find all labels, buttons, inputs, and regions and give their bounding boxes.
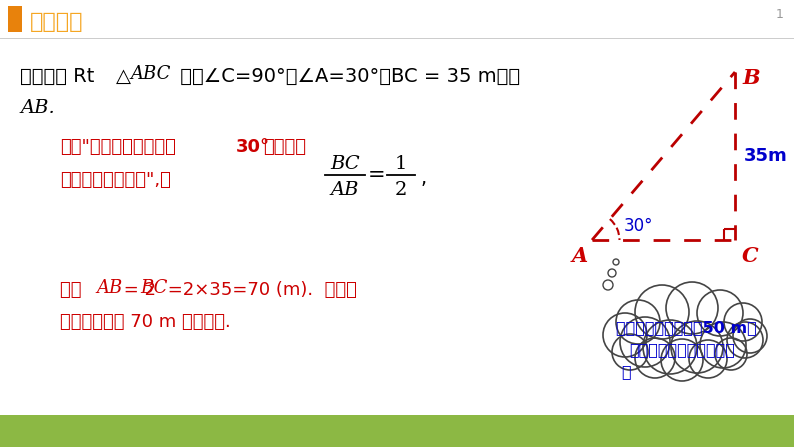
- Bar: [0, 415, 794, 447]
- Text: 30°: 30°: [236, 138, 270, 156]
- Bar: [8, 6, 22, 32]
- Circle shape: [635, 285, 689, 339]
- Circle shape: [635, 338, 675, 378]
- Text: AB: AB: [96, 279, 122, 297]
- Text: 角所对的: 角所对的: [264, 138, 306, 156]
- Circle shape: [661, 339, 703, 381]
- Circle shape: [643, 320, 697, 374]
- Text: ？: ？: [621, 364, 630, 380]
- Text: 1: 1: [776, 8, 784, 21]
- Circle shape: [616, 300, 660, 344]
- Text: 2: 2: [395, 181, 407, 199]
- Circle shape: [733, 319, 767, 353]
- Text: C: C: [742, 246, 758, 266]
- Circle shape: [608, 269, 616, 277]
- Text: △: △: [116, 67, 131, 85]
- Text: 35m: 35m: [744, 147, 788, 165]
- Circle shape: [603, 280, 613, 290]
- Text: AB: AB: [331, 181, 359, 199]
- Text: 边等于斜边的一半",即: 边等于斜边的一半",即: [60, 171, 171, 189]
- Text: ABC: ABC: [130, 65, 171, 83]
- Text: B: B: [742, 68, 760, 88]
- Text: 30°: 30°: [624, 217, 653, 235]
- Text: 1: 1: [395, 155, 407, 173]
- Text: BC: BC: [140, 279, 168, 297]
- Circle shape: [666, 282, 718, 334]
- Text: 如图，在 Rt: 如图，在 Rt: [20, 67, 94, 85]
- Circle shape: [700, 322, 746, 368]
- Circle shape: [671, 321, 723, 373]
- Circle shape: [715, 338, 747, 370]
- Text: 新课讲解: 新课讲解: [30, 12, 83, 32]
- Circle shape: [697, 290, 743, 336]
- Text: 根据"在直角三角形中，: 根据"在直角三角形中，: [60, 138, 176, 156]
- Text: 那么需要准备多长的水管: 那么需要准备多长的水管: [629, 342, 735, 358]
- Circle shape: [692, 307, 748, 363]
- Circle shape: [613, 259, 619, 265]
- Text: 可得: 可得: [60, 281, 87, 299]
- Circle shape: [603, 313, 647, 357]
- Text: BC: BC: [330, 155, 360, 173]
- Circle shape: [727, 322, 763, 358]
- Text: 中，∠C=90°，∠A=30°，BC = 35 m，求: 中，∠C=90°，∠A=30°，BC = 35 m，求: [174, 67, 520, 85]
- Text: =2×35=70 (m).  也就是: =2×35=70 (m). 也就是: [162, 281, 357, 299]
- Text: =: =: [368, 165, 386, 185]
- Circle shape: [665, 295, 735, 365]
- Circle shape: [622, 292, 698, 368]
- Circle shape: [612, 334, 648, 370]
- Text: 说，需要准备 70 m 长的水管.: 说，需要准备 70 m 长的水管.: [60, 313, 231, 331]
- Text: ,: ,: [421, 169, 427, 189]
- Text: = 2: = 2: [118, 281, 156, 299]
- Circle shape: [724, 303, 762, 341]
- Circle shape: [689, 340, 727, 378]
- Text: 如果出水口的高度为50 m，: 如果出水口的高度为50 m，: [615, 320, 757, 336]
- Circle shape: [610, 310, 670, 370]
- Text: A: A: [572, 246, 588, 266]
- Text: AB.: AB.: [20, 99, 55, 117]
- Circle shape: [620, 317, 670, 367]
